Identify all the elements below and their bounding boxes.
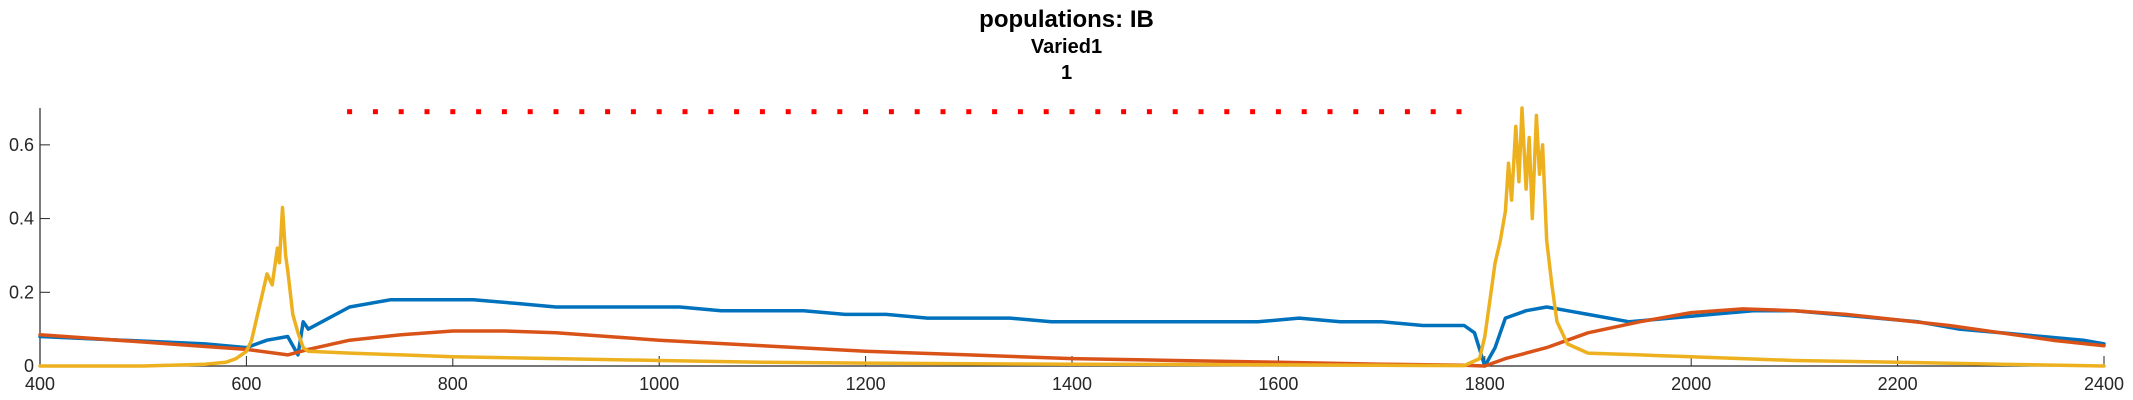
stimulus-marker xyxy=(1172,109,1178,115)
stimulus-marker xyxy=(476,109,482,115)
stimulus-marker xyxy=(966,109,972,115)
x-tick-label: 2400 xyxy=(2084,374,2124,394)
stimulus-marker xyxy=(398,109,404,115)
x-tick-label: 1600 xyxy=(1258,374,1298,394)
chart-title: populations: IB xyxy=(979,6,1154,33)
stimulus-marker xyxy=(1353,109,1359,115)
x-tick-label: 400 xyxy=(25,374,55,394)
series-lines xyxy=(38,106,2106,368)
stimulus-marker xyxy=(347,109,353,115)
stimulus-marker xyxy=(759,109,765,115)
stimulus-marker xyxy=(1430,109,1436,115)
y-tick-label: 0 xyxy=(24,356,34,376)
stimulus-marker xyxy=(605,109,611,115)
y-tick-label: 0.4 xyxy=(9,209,34,229)
series-line-3 xyxy=(38,106,2106,368)
stimulus-marker xyxy=(992,109,998,115)
stimulus-marker xyxy=(682,109,688,115)
stimulus-marker xyxy=(1224,109,1230,115)
stimulus-marker xyxy=(1250,109,1256,115)
stimulus-marker xyxy=(1404,109,1410,115)
stimulus-marker xyxy=(811,109,817,115)
stimulus-marker xyxy=(914,109,920,115)
stimulus-marker xyxy=(734,109,740,115)
x-tick-label: 2000 xyxy=(1671,374,1711,394)
y-tick-label: 0.2 xyxy=(9,282,34,302)
stimulus-marker xyxy=(1043,109,1049,115)
stimulus-marker xyxy=(1017,109,1023,115)
stimulus-marker xyxy=(424,109,430,115)
stimulus-marker xyxy=(785,109,791,115)
x-tick-label: 2200 xyxy=(1878,374,1918,394)
axes xyxy=(39,108,2105,367)
x-tick-labels: 400 600 800 1000 1200 1400 1600 1800 2000 2200 240… xyxy=(25,374,2124,394)
stimulus-marker xyxy=(1121,109,1127,115)
x-tick-label: 1800 xyxy=(1465,374,1505,394)
stimulus-marker xyxy=(940,109,946,115)
stimulus-marker xyxy=(837,109,843,115)
x-tick-label: 600 xyxy=(231,374,261,394)
chart-subtitle-2: 1 xyxy=(1060,62,1073,84)
stimulus-marker xyxy=(527,109,533,115)
stimulus-marker xyxy=(1275,109,1281,115)
stimulus-marker xyxy=(579,109,585,115)
stimulus-marker xyxy=(1379,109,1385,115)
stimulus-marker xyxy=(1327,109,1333,115)
stimulus-marker xyxy=(450,109,456,115)
x-tick-label: 1200 xyxy=(846,374,886,394)
stimulus-marker xyxy=(1095,109,1101,115)
stimulus-marker xyxy=(863,109,869,115)
chart-subtitle: Varied1 xyxy=(1030,36,1103,58)
y-tick-label: 0.6 xyxy=(9,135,34,155)
y-tick-labels: 0 0.2 0.4 0.6 xyxy=(9,135,34,376)
stimulus-marker xyxy=(1146,109,1152,115)
stimulus-marker xyxy=(656,109,662,115)
x-tick-label: 1400 xyxy=(1052,374,1092,394)
series-line-1 xyxy=(38,297,2106,368)
stimulus-marker xyxy=(372,109,378,115)
stimulus-markers xyxy=(347,109,1462,115)
stimulus-marker xyxy=(1456,109,1462,115)
x-tick-label: 800 xyxy=(438,374,468,394)
stimulus-marker xyxy=(553,109,559,115)
stimulus-marker xyxy=(1069,109,1075,115)
stimulus-marker xyxy=(708,109,714,115)
stimulus-marker xyxy=(630,109,636,115)
stimulus-marker xyxy=(501,109,507,115)
series-line-2 xyxy=(38,307,2106,368)
stimulus-marker xyxy=(1198,109,1204,115)
x-tick-label: 1000 xyxy=(639,374,679,394)
stimulus-marker xyxy=(888,109,894,115)
stimulus-marker xyxy=(1301,109,1307,115)
